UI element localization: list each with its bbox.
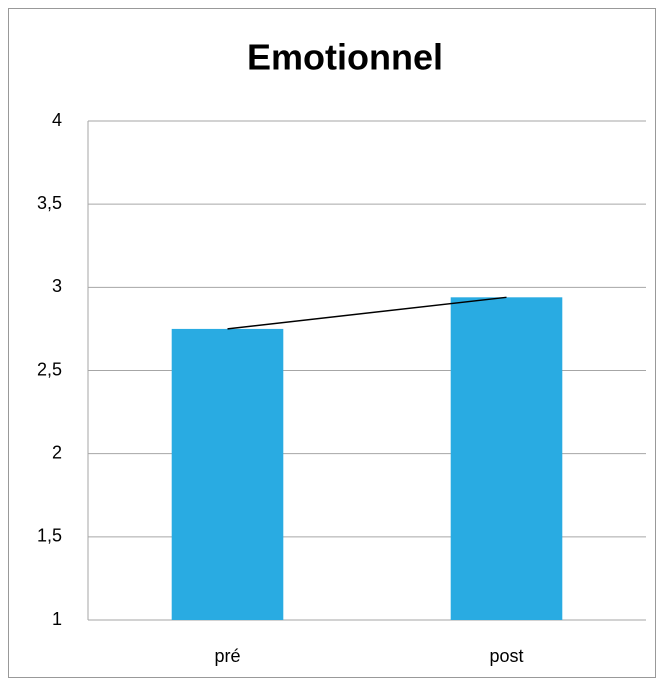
bar: [171, 328, 284, 620]
y-tick-label: 1,5: [37, 526, 62, 546]
x-tick-label: post: [489, 646, 523, 666]
y-tick-label: 1: [52, 609, 62, 629]
x-tick-label: pré: [214, 646, 240, 666]
y-tick-label: 3,5: [37, 193, 62, 213]
y-tick-label: 3: [52, 276, 62, 296]
y-tick-label: 2: [52, 442, 62, 462]
y-tick-label: 4: [52, 110, 62, 130]
bar: [450, 297, 563, 620]
chart-title: Emotionnel: [247, 37, 443, 78]
y-tick-label: 2,5: [37, 359, 62, 379]
connector-line: [227, 296, 507, 330]
